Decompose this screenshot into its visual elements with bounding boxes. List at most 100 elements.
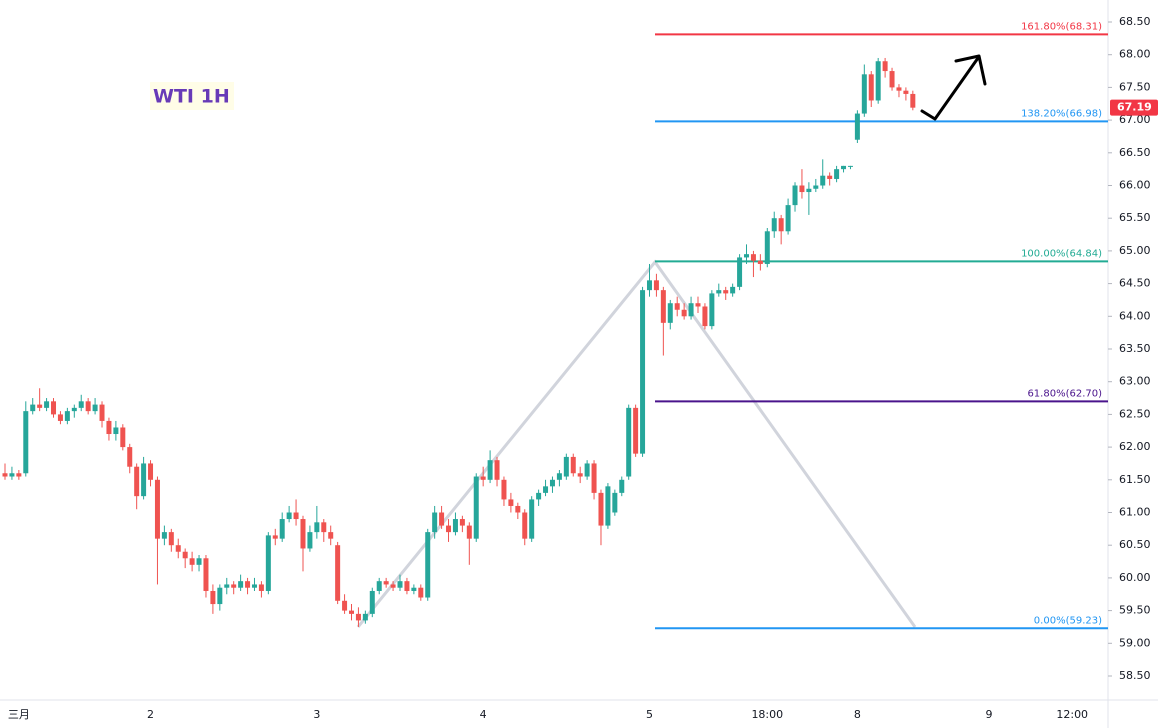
candle-body (418, 587, 424, 598)
y-tick-label: 68.00 (1119, 48, 1151, 61)
candle-body (279, 519, 285, 539)
candle-body (397, 581, 403, 588)
y-tick-label: 65.00 (1119, 244, 1151, 257)
candle-body (792, 185, 798, 206)
candle-body (37, 404, 43, 408)
candle-body (577, 473, 583, 477)
candle-body (265, 535, 271, 591)
candle-body (293, 512, 299, 520)
candle-body (820, 175, 826, 186)
x-tick-label: 12:00 (1056, 708, 1088, 721)
candle-body (154, 479, 160, 539)
candle-body (570, 456, 576, 474)
candle-body (446, 525, 452, 533)
candle-body (411, 587, 417, 591)
y-tick-label: 67.50 (1119, 80, 1151, 93)
x-tick-label: 9 (986, 708, 993, 721)
candle-body (141, 463, 147, 497)
candle-body (342, 600, 348, 611)
candle-body (452, 519, 458, 533)
x-tick-label: 三月 (8, 708, 30, 721)
candle-body (723, 290, 729, 294)
candle-body (813, 185, 819, 189)
candle-body (716, 290, 722, 294)
candle-body (612, 492, 618, 513)
candle-body (515, 505, 521, 513)
candle-body (508, 499, 514, 506)
candle-body (71, 407, 77, 412)
candle-body (487, 460, 493, 480)
candle-body (910, 93, 916, 108)
candle-body (660, 290, 666, 323)
candle-body (30, 404, 36, 412)
candle-body (473, 476, 479, 539)
candle-body (459, 519, 465, 526)
candle-body (619, 479, 625, 493)
y-tick-label: 65.50 (1119, 211, 1151, 224)
candle-body (861, 74, 867, 114)
candle-body (778, 218, 784, 232)
candle-body (709, 293, 715, 327)
y-tick-label: 59.50 (1119, 604, 1151, 617)
candle-body (744, 254, 750, 258)
candle-body (328, 532, 334, 539)
candle-body (376, 581, 382, 591)
candle-body (383, 581, 389, 585)
candle-body (168, 532, 174, 546)
candle-body (522, 512, 528, 539)
candle-body (251, 584, 257, 588)
candle-body (203, 558, 209, 591)
candle-body (182, 551, 188, 559)
candle-body (896, 87, 902, 91)
candle-body (875, 61, 881, 101)
x-tick-label: 18:00 (751, 708, 783, 721)
candle-body (771, 218, 777, 232)
candle-body (78, 401, 84, 408)
candle-body (667, 303, 673, 323)
candle-body (681, 309, 687, 317)
y-tick-label: 66.00 (1119, 179, 1151, 192)
candle-body (757, 260, 763, 264)
candle-body (591, 463, 597, 493)
candle-body (598, 492, 604, 526)
candle-body (51, 401, 57, 415)
candle-body (841, 165, 847, 170)
y-tick-label: 60.00 (1119, 571, 1151, 584)
y-tick-label: 63.50 (1119, 342, 1151, 355)
y-tick-label: 67.00 (1119, 113, 1151, 126)
candle-body (425, 532, 431, 598)
candle-body (806, 188, 812, 193)
x-tick-label: 2 (147, 708, 154, 721)
y-tick-label: 64.50 (1119, 277, 1151, 290)
candle-body (785, 205, 791, 232)
candle-body (626, 407, 632, 477)
candle-body (432, 512, 438, 533)
candle-body (321, 522, 327, 533)
candle-body (272, 535, 278, 539)
y-tick-label: 59.00 (1119, 636, 1151, 649)
candle-body (854, 113, 860, 140)
candle-body (9, 473, 15, 477)
y-tick-label: 68.50 (1119, 15, 1151, 28)
candle-body (847, 165, 853, 167)
candle-body (335, 545, 341, 601)
chart-title: WTI 1H (153, 86, 230, 108)
title-background (150, 82, 234, 110)
candle-body (646, 280, 652, 291)
candle-body (99, 404, 105, 421)
candle-body (688, 303, 694, 317)
y-tick-label: 62.50 (1119, 407, 1151, 420)
candle-body (16, 473, 22, 477)
candle-body (868, 74, 874, 101)
candle-body (501, 479, 507, 500)
candle-body (889, 71, 895, 88)
candle-body (307, 532, 313, 549)
candle-body (390, 584, 396, 588)
candle-body (85, 401, 91, 412)
candle-body (238, 581, 244, 588)
last-price-label: 67.19 (1117, 101, 1152, 114)
candle-body (750, 254, 756, 261)
x-tick-label: 5 (646, 708, 653, 721)
candle-body (113, 427, 119, 435)
